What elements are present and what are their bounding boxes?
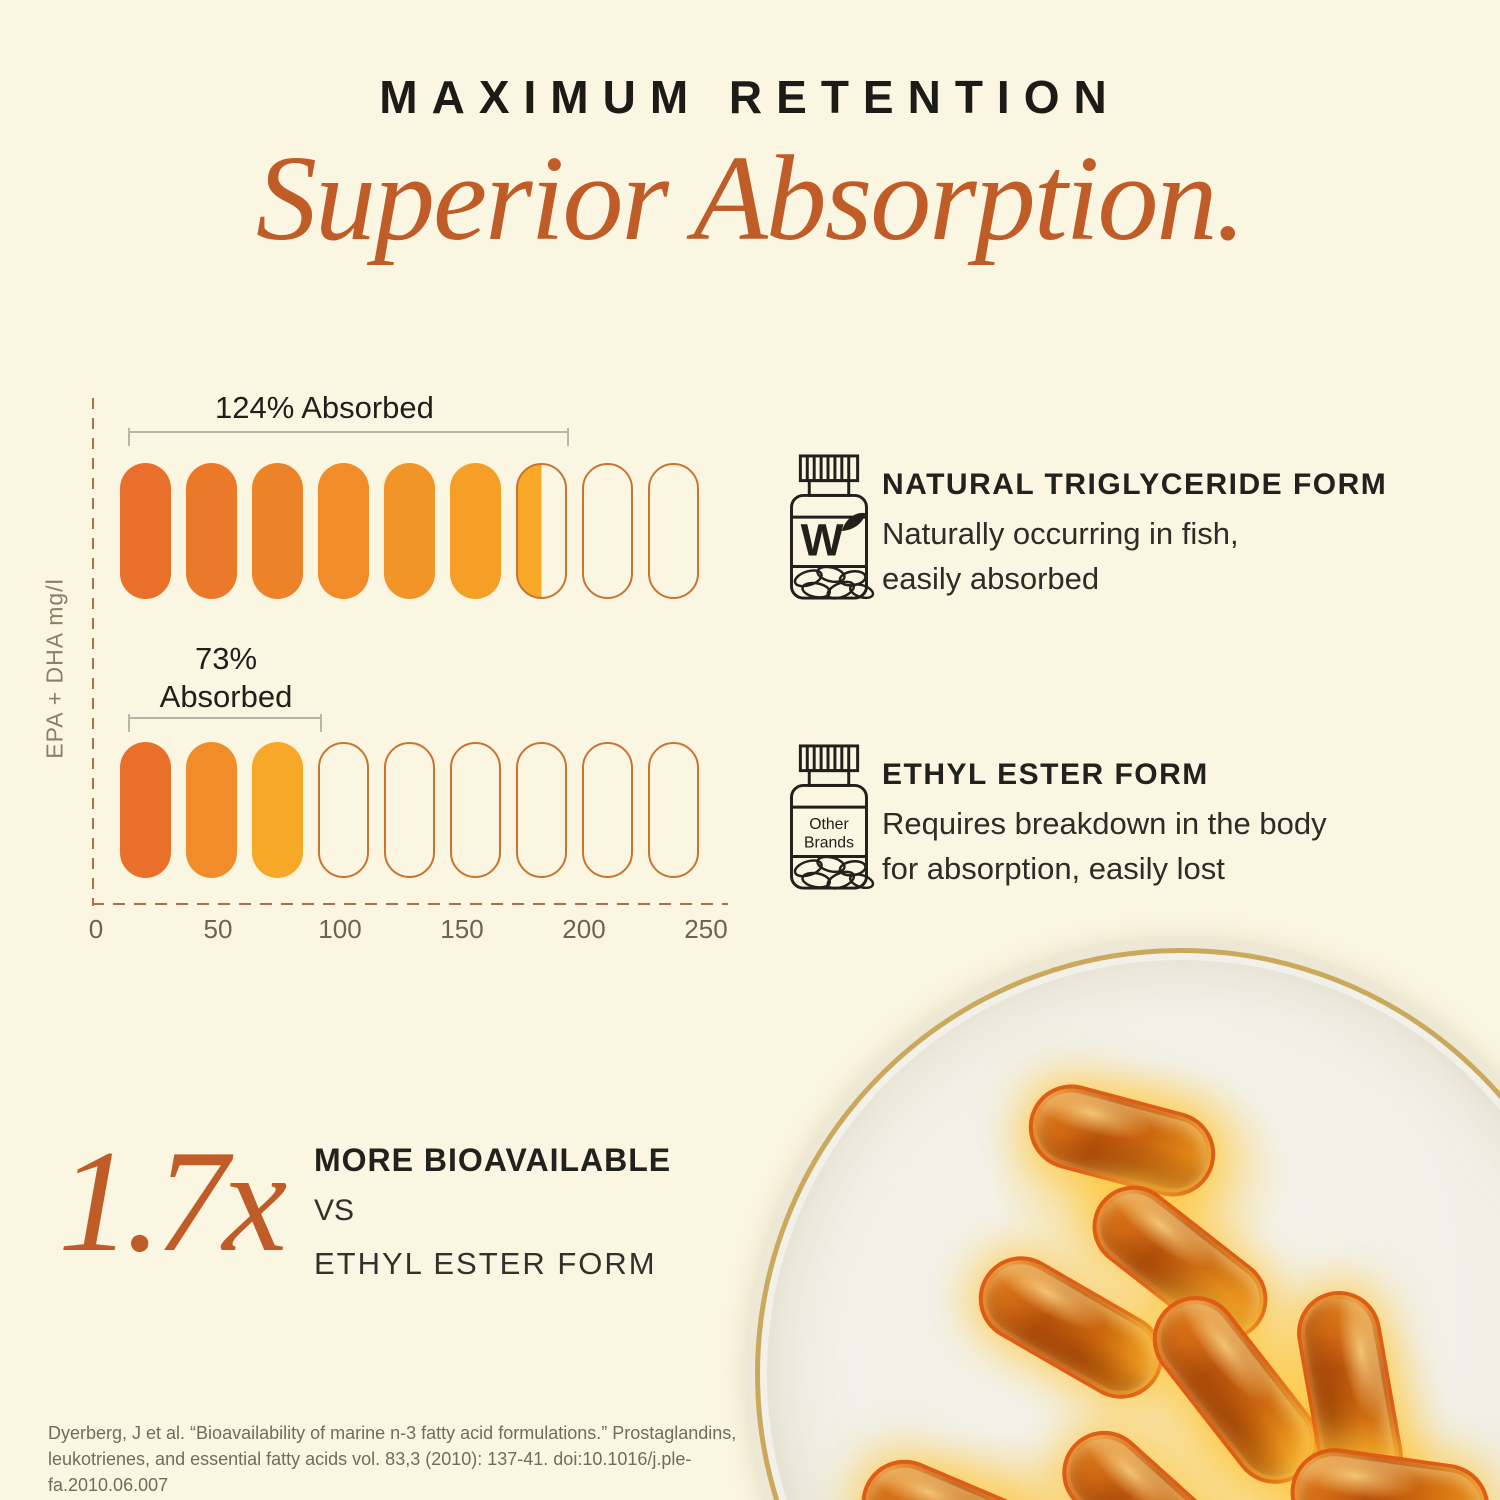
y-axis-line — [92, 398, 94, 906]
petri-dish-photo — [755, 948, 1500, 1500]
x-axis-ticks: 0 50 100 150 200 250 — [88, 914, 732, 948]
absorption-pill — [516, 463, 567, 599]
natural-row-label: 124% Absorbed — [215, 390, 434, 425]
absorption-pill — [648, 742, 699, 878]
absorption-pill — [120, 463, 171, 599]
natural-pill-row — [120, 463, 699, 599]
x-tick-label: 150 — [440, 914, 484, 944]
bottle-monogram: W — [801, 515, 844, 566]
ethyl-bracket — [128, 714, 322, 732]
callout-line-ethyl-ester: ETHYL ESTER FORM — [314, 1246, 657, 1281]
absorption-pill — [648, 463, 699, 599]
x-tick-label: 250 — [684, 914, 728, 944]
absorption-pill — [318, 742, 369, 878]
absorption-pill — [318, 463, 369, 599]
ethyl-form-heading: ETHYL ESTER FORM — [882, 758, 1209, 791]
absorption-pill — [450, 742, 501, 878]
absorption-pill — [252, 742, 303, 878]
ethyl-pill-row — [120, 742, 699, 878]
absorption-pill — [516, 742, 567, 878]
ethyl-row-label: 73% Absorbed — [159, 641, 293, 714]
absorption-pill — [384, 463, 435, 599]
absorption-pill — [384, 742, 435, 878]
absorption-pill — [186, 463, 237, 599]
headline-script: Superior Absorption. — [255, 131, 1246, 266]
bioavailability-multiplier: 1.7x — [58, 1120, 287, 1282]
y-axis-label: EPA + DHA mg/l — [41, 578, 68, 759]
x-tick-label: 200 — [562, 914, 606, 944]
study-citation: Dyerberg, J et al. “Bioavailability of m… — [48, 1423, 737, 1496]
absorption-pill — [252, 463, 303, 599]
leaf-icon — [841, 512, 866, 531]
callout-line-more-bioavailable: MORE BIOAVAILABLE — [314, 1142, 672, 1178]
supplement-bottle-icon-other-brands: Other Brands — [790, 744, 875, 890]
absorption-pill — [186, 742, 237, 878]
x-tick-label: 100 — [318, 914, 362, 944]
glow-patch — [1040, 1493, 1420, 1500]
natural-form-body: Naturally occurring in fish, easily abso… — [882, 516, 1239, 596]
ethyl-form-body: Requires breakdown in the body for absor… — [882, 806, 1327, 886]
x-axis-line — [92, 903, 728, 905]
absorption-pill — [450, 463, 501, 599]
x-tick-label: 50 — [203, 914, 233, 944]
callout-line-vs: VS — [314, 1194, 355, 1227]
bottle-label-line2: Brands — [804, 835, 854, 852]
bottle-label-line1: Other — [809, 816, 848, 833]
absorption-pill — [582, 742, 633, 878]
supplement-bottle-icon-natural: W — [790, 454, 875, 600]
absorption-pill — [582, 463, 633, 599]
natural-bracket — [128, 428, 569, 446]
absorption-pill — [120, 742, 171, 878]
x-tick-label: 0 — [88, 914, 104, 944]
natural-form-heading: NATURAL TRIGLYCERIDE FORM — [882, 468, 1388, 501]
headline-kicker: MAXIMUM RETENTION — [379, 71, 1121, 123]
